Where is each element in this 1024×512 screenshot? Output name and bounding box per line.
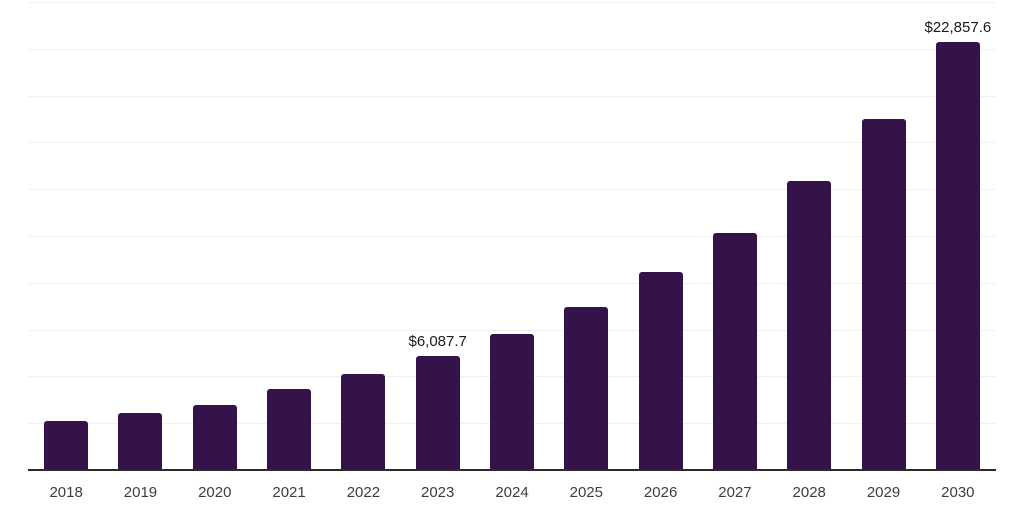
bar-2027 (712, 232, 757, 470)
bar-2028 (787, 181, 832, 470)
x-tick-2018: 2018 (49, 484, 83, 501)
gridline (28, 142, 996, 143)
gridline (28, 2, 996, 3)
bar-2026 (638, 271, 683, 470)
x-tick-2029: 2029 (866, 484, 901, 501)
x-tick-2026: 2026 (643, 484, 678, 501)
bar-2021 (267, 388, 312, 470)
bar-2024 (490, 333, 534, 470)
x-tick-2020: 2020 (198, 484, 232, 501)
x-tick-2030: 2030 (941, 484, 975, 501)
bar-2019 (118, 413, 163, 470)
value-label-2030: $22,857.6 (924, 19, 992, 37)
x-tick-2028: 2028 (792, 484, 826, 501)
x-tick-2021: 2021 (272, 484, 306, 501)
bar-2018 (44, 420, 89, 470)
x-tick-2027: 2027 (718, 484, 752, 501)
gridline (28, 189, 996, 190)
x-axis-line (28, 469, 996, 471)
bar-2029 (861, 119, 906, 470)
gridline (28, 96, 996, 97)
x-tick-2025: 2025 (569, 484, 603, 501)
gridline (28, 330, 996, 331)
gridline (28, 283, 996, 284)
value-label-2023: $6,087.7 (408, 333, 467, 351)
x-tick-2024: 2024 (495, 484, 529, 501)
x-tick-2022: 2022 (346, 484, 381, 501)
bar-2020 (192, 405, 237, 470)
bar-2023 (415, 356, 460, 470)
gridline (28, 236, 996, 237)
bar-2030 (935, 42, 980, 470)
bar-2022 (341, 373, 386, 470)
x-tick-2019: 2019 (123, 484, 158, 501)
bar-2025 (564, 306, 609, 470)
x-tick-2023: 2023 (421, 484, 455, 501)
gridline (28, 49, 996, 50)
